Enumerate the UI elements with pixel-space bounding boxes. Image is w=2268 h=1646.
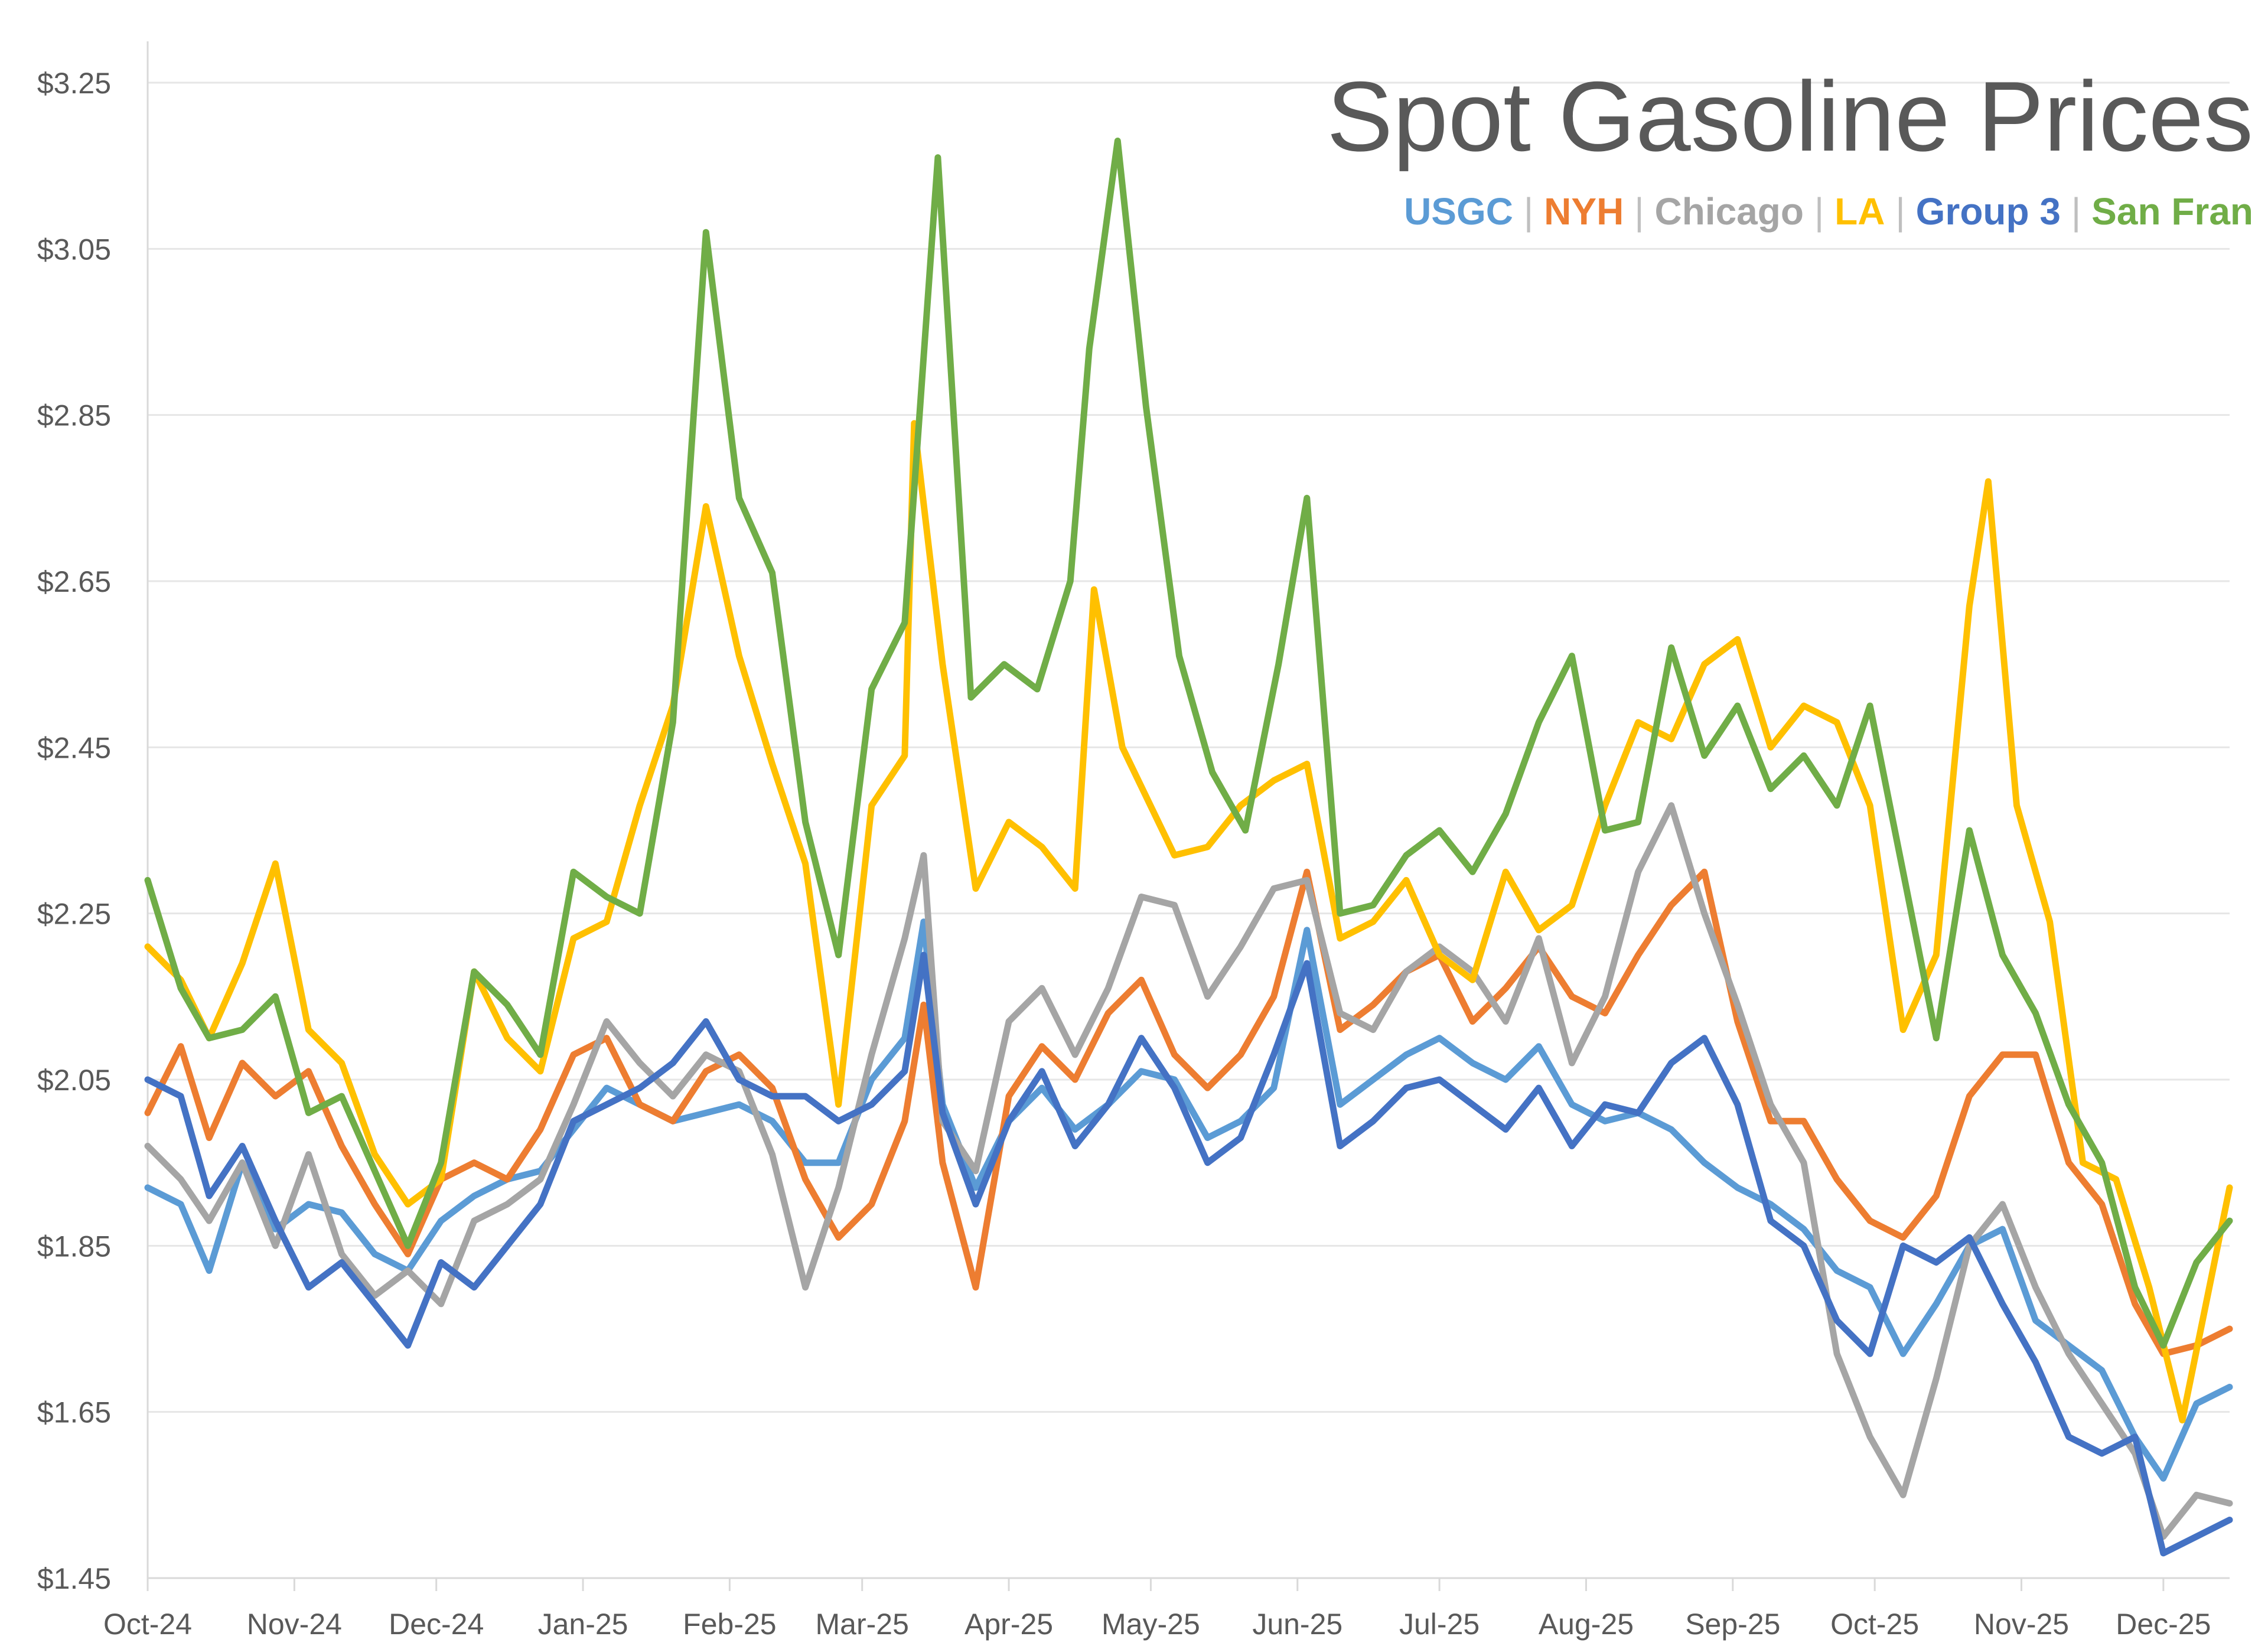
x-tick-label: Oct-24 [103, 1608, 192, 1641]
series-line-san-fran [144, 138, 2233, 1349]
y-tick-label: $3.25 [37, 67, 111, 100]
x-tick-label: Nov-24 [247, 1608, 342, 1641]
legend-entry-nyh: NYH [1544, 190, 1624, 233]
legend-separator: | [1624, 190, 1654, 233]
x-tick-label: Sep-25 [1685, 1608, 1780, 1641]
legend: USGC | NYH | Chicago | LA | Group 3 | Sa… [1404, 190, 2253, 233]
x-tick-label: Oct-25 [1830, 1608, 1919, 1641]
y-tick-label: $2.65 [37, 565, 111, 598]
y-tick-label: $1.85 [37, 1230, 111, 1263]
x-tick-label: Nov-25 [1974, 1608, 2069, 1641]
x-tick-label: Dec-25 [2116, 1608, 2211, 1641]
x-tick-label: Jan-25 [538, 1608, 628, 1641]
series-line-group-3 [144, 951, 2233, 1557]
x-tick-label: May-25 [1102, 1608, 1200, 1641]
legend-entry-san-fran: San Fran [2091, 190, 2253, 233]
gridlines [148, 82, 2230, 1413]
y-tick-label: $1.45 [37, 1562, 111, 1595]
series-line-chicago [144, 802, 2233, 1540]
y-tick-label: $2.45 [37, 731, 111, 764]
series-line-nyh [144, 868, 2233, 1357]
y-tick-label: $1.65 [37, 1396, 111, 1429]
y-tick-label: $2.05 [37, 1064, 111, 1097]
legend-entry-usgc: USGC [1404, 190, 1513, 233]
y-axis: $1.45 $1.65 $1.85 $2.05 $2.25 $2.45 $2.65 $2.85… [37, 41, 149, 1595]
x-tick-label: Feb-25 [683, 1608, 776, 1641]
y-tick-label: $2.25 [37, 898, 111, 931]
series-lines [144, 138, 2233, 1557]
y-tick-label: $2.85 [37, 399, 111, 432]
legend-entry-group-3: Group 3 [1916, 190, 2061, 233]
x-tick-label: Jun-25 [1252, 1608, 1342, 1641]
legend-separator: | [1804, 190, 1834, 233]
x-tick-label: Aug-25 [1539, 1608, 1634, 1641]
legend-entry-chicago: Chicago [1654, 190, 1803, 233]
legend-separator: | [1885, 190, 1915, 233]
x-tick-label: Jul-25 [1399, 1608, 1480, 1641]
x-axis: Oct-24 Nov-24 Dec-24 Jan-25 Feb-25 Mar-25 Apr-… [103, 1577, 2230, 1641]
legend-separator: | [1513, 190, 1544, 233]
series-line-la [144, 420, 2233, 1424]
legend-separator: | [2061, 190, 2091, 233]
x-tick-label: Apr-25 [964, 1608, 1053, 1641]
y-tick-label: $3.05 [37, 233, 111, 266]
x-tick-label: Mar-25 [816, 1608, 909, 1641]
x-tick-label: Dec-24 [389, 1608, 484, 1641]
chart-title: Spot Gasoline Prices [1327, 61, 2253, 172]
legend-entry-la: LA [1834, 190, 1885, 233]
